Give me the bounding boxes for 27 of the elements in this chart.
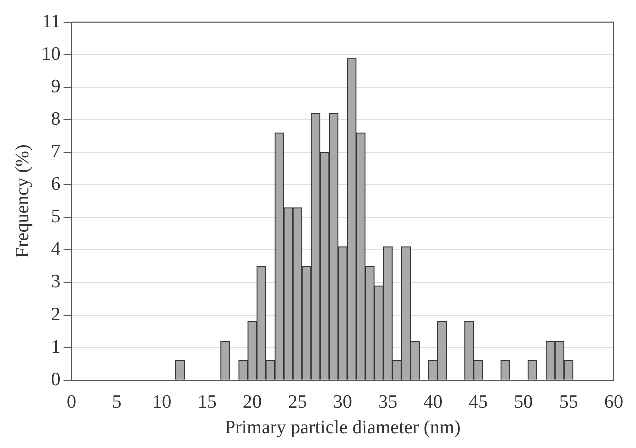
y-tick-label: 5 — [51, 206, 61, 228]
y-tick-label: 7 — [51, 142, 61, 163]
x-tick-label: 5 — [112, 392, 122, 413]
x-tick-label: 60 — [604, 392, 624, 413]
y-tick-label: 0 — [51, 369, 61, 390]
x-tick-label: 0 — [67, 392, 77, 413]
y-tick-label: 1 — [51, 336, 61, 358]
x-axis-title: Primary particle diameter (nm) — [224, 418, 461, 439]
y-tick-label: 2 — [51, 304, 61, 326]
x-tick-label: 15 — [198, 392, 217, 413]
y-tick-label: 6 — [51, 174, 61, 196]
x-tick-label: 20 — [243, 392, 262, 413]
x-tick-label: 30 — [333, 392, 352, 413]
x-tick-label: 40 — [424, 392, 443, 413]
y-tick-label: 8 — [51, 109, 61, 130]
x-tick-label: 45 — [468, 392, 488, 413]
x-tick-label: 25 — [288, 392, 308, 413]
x-tick-label: 10 — [152, 392, 172, 413]
y-axis-title: Frequency (%) — [12, 144, 34, 258]
x-tick-label: 55 — [559, 392, 578, 413]
y-tick-label: 11 — [42, 11, 61, 32]
y-tick-label: 9 — [51, 76, 61, 98]
y-tick-label: 3 — [51, 272, 61, 293]
x-tick-label: 35 — [378, 392, 398, 413]
y-tick-label: 4 — [51, 239, 62, 260]
x-tick-label: 50 — [514, 392, 534, 413]
y-tick-label: 10 — [42, 44, 61, 65]
